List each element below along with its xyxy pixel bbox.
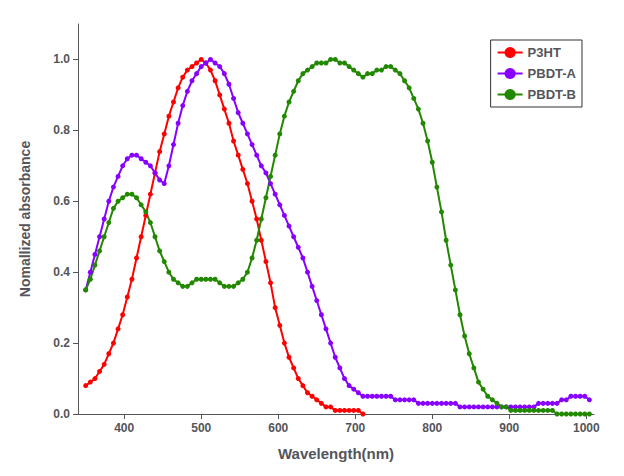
svg-text:1.0: 1.0 — [53, 52, 70, 66]
svg-text:PBDT-B: PBDT-B — [528, 87, 576, 102]
svg-text:700: 700 — [345, 421, 365, 435]
svg-text:0.2: 0.2 — [53, 336, 70, 350]
svg-text:PBDT-A: PBDT-A — [528, 66, 577, 81]
svg-text:0.6: 0.6 — [53, 194, 70, 208]
svg-text:900: 900 — [499, 421, 519, 435]
svg-text:0.0: 0.0 — [53, 407, 70, 421]
svg-text:0.4: 0.4 — [53, 265, 70, 279]
svg-text:800: 800 — [422, 421, 442, 435]
svg-text:Wavelength(nm): Wavelength(nm) — [278, 445, 394, 462]
svg-text:Nomallized absorbance: Nomallized absorbance — [17, 141, 33, 298]
svg-text:P3HT: P3HT — [528, 45, 561, 60]
svg-text:0.8: 0.8 — [53, 123, 70, 137]
svg-text:400: 400 — [114, 421, 134, 435]
svg-text:500: 500 — [191, 421, 211, 435]
svg-text:600: 600 — [268, 421, 288, 435]
svg-text:1000: 1000 — [573, 421, 600, 435]
